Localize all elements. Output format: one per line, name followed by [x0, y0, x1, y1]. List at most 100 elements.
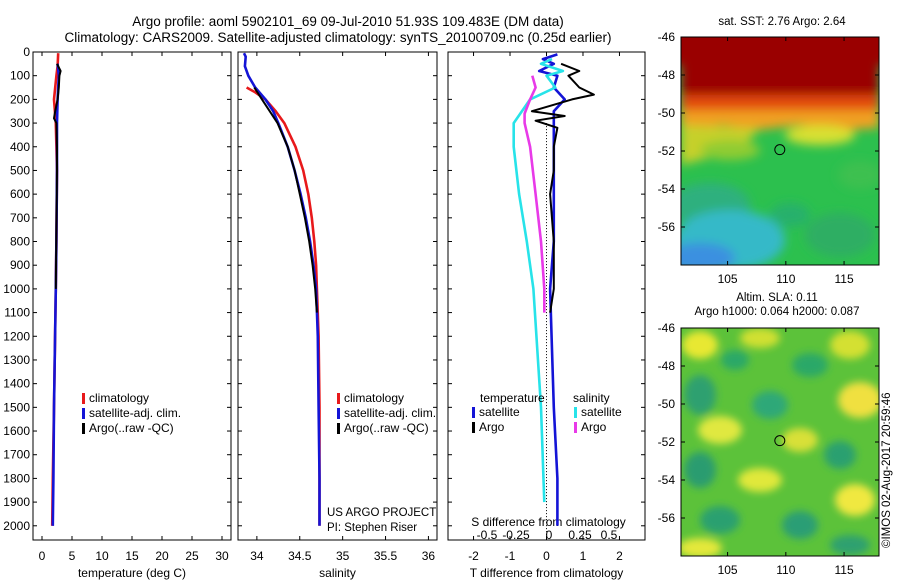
- y-tick-label: 1600: [3, 424, 30, 438]
- map-y-tick-label: -50: [658, 397, 676, 411]
- y-tick-label: 500: [10, 163, 30, 177]
- series-argo-raw-qc-: [53, 63, 62, 289]
- y-tick-label: 800: [10, 235, 30, 249]
- legend-swatch: [337, 423, 340, 434]
- y-tick-label: 900: [10, 258, 30, 272]
- x-tick-label: 35: [336, 549, 350, 563]
- y-tick-label: 0: [23, 45, 30, 59]
- map-y-tick-label: -46: [658, 30, 676, 44]
- map-x-tick-label: 105: [718, 563, 738, 577]
- map-x-tick-label: 115: [834, 272, 853, 286]
- legend-label: satellite-adj. clim.: [89, 406, 181, 420]
- legend-label: Argo: [581, 420, 607, 434]
- x-tick-label: 15: [125, 549, 139, 563]
- x-axis-label: T difference from climatology: [470, 566, 624, 580]
- y-tick-label: 300: [10, 116, 30, 130]
- x-tick-label: 34.5: [288, 549, 312, 563]
- project-credit: US ARGO PROJECT: [327, 507, 436, 519]
- x-axis-label-top: S difference from climatology: [471, 515, 626, 529]
- map-x-tick-label: 110: [776, 563, 795, 577]
- y-tick-label: 1200: [3, 329, 30, 343]
- legend-swatch: [472, 407, 475, 418]
- legend-label: satellite-adj. clim.: [344, 406, 436, 420]
- map-y-tick-label: -54: [658, 473, 676, 487]
- x-tick-label: 36: [422, 549, 436, 563]
- map-y-tick-label: -52: [658, 144, 676, 158]
- legend-swatch: [82, 423, 85, 434]
- figure-title-line2: Climatology: CARS2009. Satellite-adjuste…: [64, 30, 611, 45]
- map-y-tick-label: -50: [658, 106, 676, 120]
- argo-location-marker: [774, 144, 786, 156]
- x-tick-label: 10: [95, 549, 109, 563]
- x-tick-label: 2: [616, 549, 623, 563]
- legend-swatch: [337, 408, 340, 419]
- y-tick-label: 1700: [3, 448, 30, 462]
- y-tick-label: 1100: [4, 306, 30, 320]
- plot-frame: [237, 51, 438, 541]
- legend-label: satellite: [479, 405, 520, 419]
- argo-location-marker: [774, 435, 786, 447]
- figure-title-line1: Argo profile: aoml 5902101_69 09-Jul-201…: [132, 14, 564, 29]
- y-tick-label: 1500: [3, 400, 30, 414]
- legend-swatch: [472, 422, 475, 433]
- legend-label: climatology: [344, 391, 404, 405]
- legend-swatch: [574, 407, 577, 418]
- map-y-tick-label: -46: [658, 321, 676, 335]
- legend-swatch: [337, 393, 340, 404]
- x-tick-label: -1: [505, 549, 516, 563]
- legend-label: Argo: [479, 420, 505, 434]
- legend-label: Argo(..raw -QC): [344, 421, 429, 435]
- y-tick-label: 1400: [3, 377, 30, 391]
- map-x-tick-label: 115: [834, 563, 853, 577]
- x-tick-label: 25: [185, 549, 199, 563]
- salinity-profile-panel: 34 34.5 35 35.5 36 salinity climatologysatelli…: [237, 51, 438, 580]
- pi-credit: PI: Stephen Riser: [327, 522, 417, 534]
- sla-map-title-line2: Argo h1000: 0.064 h2000: 0.087: [695, 306, 860, 318]
- map-x-tick-label: 105: [718, 272, 738, 286]
- plot-frame: [447, 51, 646, 541]
- map-x-tick-label: 110: [776, 272, 795, 286]
- s-tick-label: 0: [546, 528, 553, 542]
- map-y-tick-label: -52: [658, 435, 676, 449]
- y-tick-label: 1800: [3, 471, 30, 485]
- map-y-tick-label: -48: [658, 359, 676, 373]
- y-tick-label: 1900: [3, 495, 30, 509]
- imos-timestamp: ©IMOS 02-Aug-2017 20:59:46: [881, 392, 893, 548]
- y-tick-label: 1000: [3, 282, 30, 296]
- legend-swatch: [82, 408, 85, 419]
- legend-title: salinity: [573, 391, 610, 405]
- series-argo-raw-qc-: [253, 86, 318, 313]
- series-temperature-argo: [530, 62, 595, 313]
- legend-label: satellite: [581, 405, 622, 419]
- y-tick-label: 700: [10, 211, 30, 225]
- sla-map-axes: 105 110 115 -46 -48 -50 -52 -54 -56: [658, 321, 879, 577]
- y-tick-label: 1300: [3, 353, 30, 367]
- y-tick-label: 400: [10, 140, 30, 154]
- x-tick-label: 0: [543, 549, 550, 563]
- sla-heatmap: [681, 328, 879, 556]
- x-tick-label: 35.5: [374, 549, 398, 563]
- x-axis-label: temperature (deg C): [78, 566, 186, 580]
- series-salinity-satellite: [512, 57, 565, 503]
- map-y-tick-label: -54: [658, 182, 676, 196]
- sst-map-title: sat. SST: 2.76 Argo: 2.64: [718, 16, 846, 28]
- x-tick-label: -2: [468, 549, 479, 563]
- x-tick-label: 30: [215, 549, 229, 563]
- x-tick-label: 1: [580, 549, 587, 563]
- difference-profile-panel: -2 -1 0 1 2 S difference from climatology-0.5…: [447, 51, 646, 580]
- s-tick-label: -0.5: [477, 528, 498, 542]
- s-tick-label: -0.25: [502, 528, 530, 542]
- plot-frame: [32, 51, 232, 541]
- y-tick-label: 600: [10, 187, 30, 201]
- legend-title: temperature: [480, 391, 545, 405]
- legend-swatch: [82, 393, 85, 404]
- x-tick-label: 0: [39, 549, 46, 563]
- legend-label: Argo(..raw -QC): [89, 421, 174, 435]
- y-tick-label: 2000: [3, 519, 30, 533]
- sst-heatmap: [681, 37, 879, 265]
- x-tick-label: 5: [69, 549, 76, 563]
- y-tick-label: 200: [10, 92, 30, 106]
- map-y-tick-label: -48: [658, 68, 676, 82]
- x-tick-label: 20: [155, 549, 169, 563]
